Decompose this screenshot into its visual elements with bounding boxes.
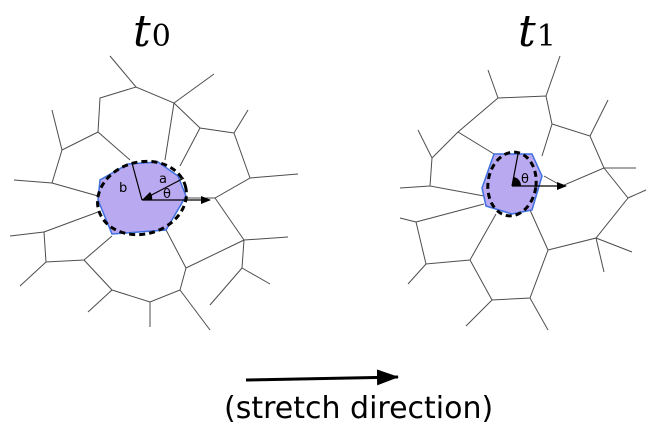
panel-t0-tissue-edges: [9, 55, 299, 331]
panel-t0-label-b: b: [119, 181, 127, 196]
panel-t0-label-theta: θ: [163, 187, 171, 202]
panel-t0-title-base: t: [133, 6, 151, 57]
panel-t0-angle-wedge: [142, 192, 153, 200]
panel-t1-tissue-edges: [399, 55, 647, 331]
stretch-direction-arrow: [245, 369, 399, 386]
panel-t1-title-base: t: [518, 6, 536, 57]
panel-t1-angle-wedge: [512, 177, 522, 186]
panel-t1-fitted-ellipse: [486, 150, 538, 218]
panel-t0: t0: [9, 6, 299, 331]
panel-t1-axis: [511, 153, 519, 187]
panel-t1-title: t1: [518, 6, 556, 57]
panel-t1: t1: [399, 6, 647, 331]
panel-t0-label-a: a: [159, 172, 167, 187]
panel-t0-semi-minor-axis: [131, 162, 143, 201]
panel-t0-axes: [131, 162, 211, 204]
panel-t1-axes: [511, 153, 567, 190]
panel-t1-label-theta: θ: [521, 172, 529, 187]
panel-t0-title-sub: 0: [152, 19, 171, 54]
panel-t1-title-sub: 1: [537, 19, 556, 54]
stretch-direction: (stretch direction): [224, 369, 493, 426]
stretch-direction-caption: (stretch direction): [224, 391, 493, 426]
panel-t0-title: t0: [133, 6, 171, 57]
